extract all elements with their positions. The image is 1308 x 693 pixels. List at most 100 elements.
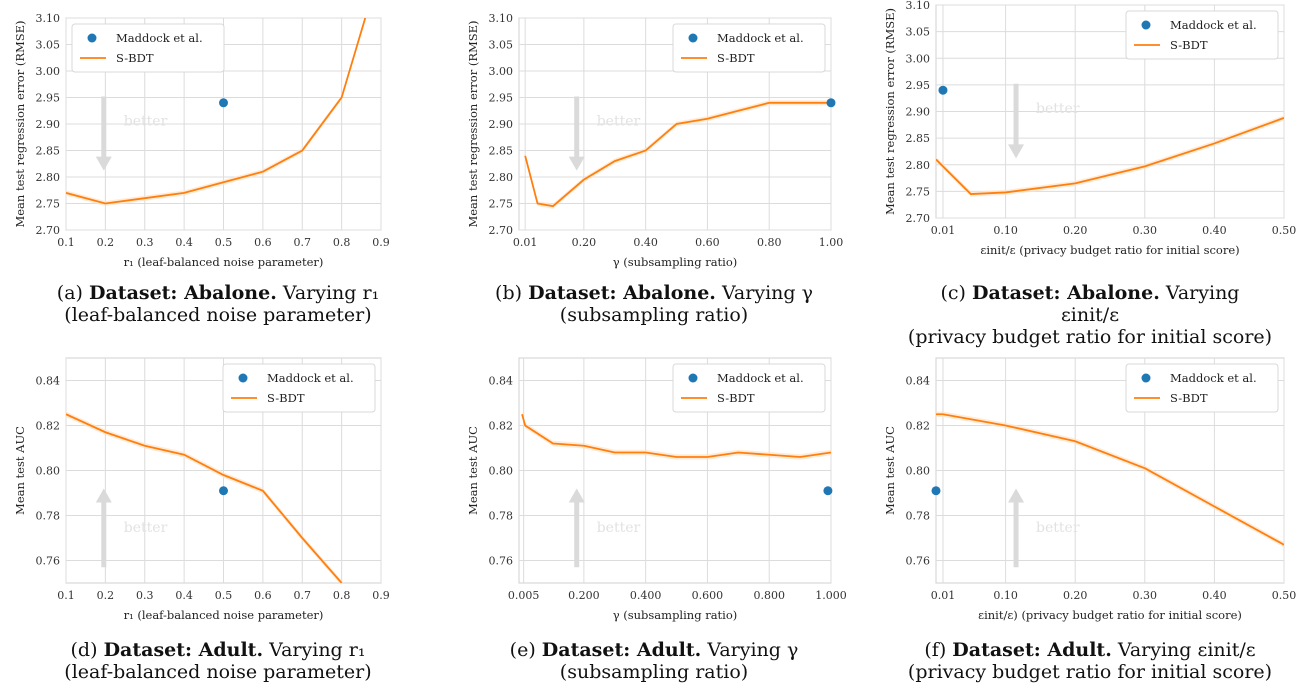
- caption-a: (a) Dataset: Abalone. Varying r₁ (leaf-b…: [56, 282, 380, 326]
- sbdt-confidence-band: [66, 18, 366, 207]
- sbdt-series-line: [524, 101, 831, 208]
- y-tick-label: 2.85: [489, 145, 514, 158]
- x-tick-label: 0.01: [931, 589, 956, 602]
- sbdt-confidence-band: [66, 411, 342, 583]
- y-axis-label: Mean test regression error (RMSE): [466, 20, 480, 227]
- better-arrow: [95, 96, 112, 171]
- x-tick-label: 0.5: [215, 589, 233, 602]
- y-tick-label: 0.76: [906, 555, 931, 568]
- sbdt-series-line: [936, 413, 1284, 546]
- sbdt-series-line: [66, 18, 367, 205]
- x-axis-label: r₁ (leaf-balanced noise parameter): [124, 608, 324, 622]
- y-tick-label: 3.00: [36, 65, 61, 78]
- y-tick-label: 0.78: [36, 510, 61, 523]
- x-tick-label: 0.6: [254, 589, 272, 602]
- y-tick-label: 2.80: [36, 171, 61, 184]
- x-tick-label: 0.30: [1133, 589, 1158, 602]
- y-axis-label: Mean test regression error (RMSE): [883, 8, 897, 215]
- caption-d: (d) Dataset: Adult. Varying r₁ (leaf-bal…: [64, 639, 372, 683]
- legend-maddock-label: Maddock et al.: [267, 371, 354, 385]
- legend: Maddock et al. S-BDT: [672, 363, 826, 413]
- y-tick-label: 0.82: [906, 420, 931, 433]
- legend: Maddock et al. S-BDT: [222, 363, 376, 413]
- legend-maddock-marker: [238, 373, 248, 383]
- y-tick-label: 2.75: [489, 198, 514, 211]
- x-tick-label: 0.4: [175, 236, 193, 249]
- y-tick-label: 2.80: [489, 171, 514, 184]
- maddock-point: [219, 98, 228, 108]
- y-axis-label: Mean test AUC: [13, 426, 27, 515]
- y-tick-label: 2.95: [36, 92, 61, 105]
- legend-maddock-label: Maddock et al.: [717, 371, 804, 385]
- chart-panel-d: 0.1 0.2 0.3 0.4 0.5 0.6 0.7 0.8 0.9 0.76 0.78 0.80 0…: [0, 346, 436, 693]
- legend-maddock-marker: [688, 33, 698, 43]
- legend: Maddock et al. S-BDT: [71, 23, 225, 73]
- sbdt-series-line: [66, 413, 343, 583]
- x-tick-label: 0.40: [1202, 589, 1227, 602]
- x-tick-label: 0.50: [1272, 589, 1297, 602]
- better-label: better: [597, 114, 641, 130]
- x-tick-label: 0.7: [294, 589, 312, 602]
- sbdt-series-line: [521, 414, 831, 458]
- x-tick-label: 0.9: [372, 589, 390, 602]
- y-tick-label: 2.80: [906, 159, 931, 172]
- y-tick-label: 2.75: [36, 198, 61, 211]
- maddock-point: [826, 98, 836, 108]
- legend-maddock-marker: [1141, 20, 1151, 30]
- y-tick-label: 0.80: [36, 465, 61, 478]
- chart-panel-c: 0.01 0.10 0.20 0.30 0.40 0.50 2.70 2.75 2.80 2.85…: [872, 0, 1308, 348]
- maddock-point: [823, 486, 833, 496]
- legend-sbdt-label: S-BDT: [116, 51, 154, 65]
- legend: Maddock et al. S-BDT: [1125, 10, 1279, 60]
- y-tick-label: 3.05: [906, 26, 931, 39]
- x-axis-label: γ (subsampling ratio): [613, 255, 738, 269]
- y-tick-label: 0.82: [36, 420, 61, 433]
- x-tick-label: 0.20: [1063, 589, 1088, 602]
- x-tick-label: 0.1: [57, 236, 75, 249]
- y-tick-label: 3.10: [36, 12, 61, 25]
- x-tick-label: 0.6: [254, 236, 272, 249]
- better-arrow: [1008, 488, 1025, 568]
- y-tick-label: 3.00: [906, 52, 931, 65]
- x-tick-label: 0.8: [333, 236, 351, 249]
- x-tick-label: 0.800: [753, 589, 785, 602]
- better-label: better: [124, 520, 168, 536]
- x-tick-label: 0.2: [97, 236, 115, 249]
- y-tick-label: 0.80: [489, 465, 514, 478]
- y-tick-label: 2.90: [36, 118, 61, 131]
- caption-e: (e) Dataset: Adult. Varying γ (subsampli…: [509, 639, 799, 683]
- y-tick-label: 3.05: [36, 39, 61, 52]
- x-axis-label: γ (subsampling ratio): [613, 608, 738, 622]
- y-tick-label: 2.75: [906, 185, 931, 198]
- chart-c-svg: 0.01 0.10 0.20 0.30 0.40 0.50 2.70 2.75 2.80 2.85…: [883, 0, 1296, 257]
- better-label: better: [597, 520, 641, 536]
- x-tick-label: 0.4: [175, 589, 193, 602]
- legend-maddock-marker: [688, 373, 698, 383]
- x-tick-label: 0.200: [568, 589, 600, 602]
- x-tick-label: 0.2: [97, 589, 115, 602]
- chart-f-svg: 0.01 0.10 0.20 0.30 0.40 0.50 0.76 0.78 0.80 0.82…: [883, 357, 1297, 622]
- chart-e-svg: 0.005 0.200 0.400 0.600 0.800 1.000 0.76 0.78 0.…: [466, 357, 847, 622]
- x-tick-label: 0.40: [1202, 224, 1227, 237]
- y-tick-label: 0.78: [906, 510, 931, 523]
- chart-a-svg: 0.1 0.2 0.3 0.4 0.5 0.6 0.7 0.8 0.9 2.70 2.75 2.80 2…: [13, 12, 390, 269]
- y-tick-label: 2.70: [36, 224, 61, 237]
- sbdt-series-line: [936, 117, 1284, 195]
- x-tick-label: 0.60: [695, 236, 720, 249]
- y-tick-label: 0.84: [489, 375, 514, 388]
- better-arrow: [568, 96, 585, 171]
- y-tick-label: 0.76: [36, 555, 61, 568]
- legend: Maddock et al. S-BDT: [672, 23, 826, 73]
- x-tick-label: 1.00: [819, 236, 844, 249]
- x-tick-label: 0.8: [333, 589, 351, 602]
- y-axis-label: Mean test AUC: [466, 426, 480, 515]
- better-label: better: [124, 114, 168, 130]
- maddock-point: [219, 486, 228, 496]
- x-tick-label: 0.600: [692, 589, 724, 602]
- x-tick-label: 0.400: [630, 589, 662, 602]
- legend-sbdt-label: S-BDT: [1170, 391, 1208, 405]
- legend-sbdt-label: S-BDT: [267, 391, 305, 405]
- x-tick-label: 0.7: [294, 236, 312, 249]
- y-tick-label: 2.95: [489, 92, 514, 105]
- x-axis-label: εinit/ε) (privacy budget ratio for initi…: [978, 608, 1242, 622]
